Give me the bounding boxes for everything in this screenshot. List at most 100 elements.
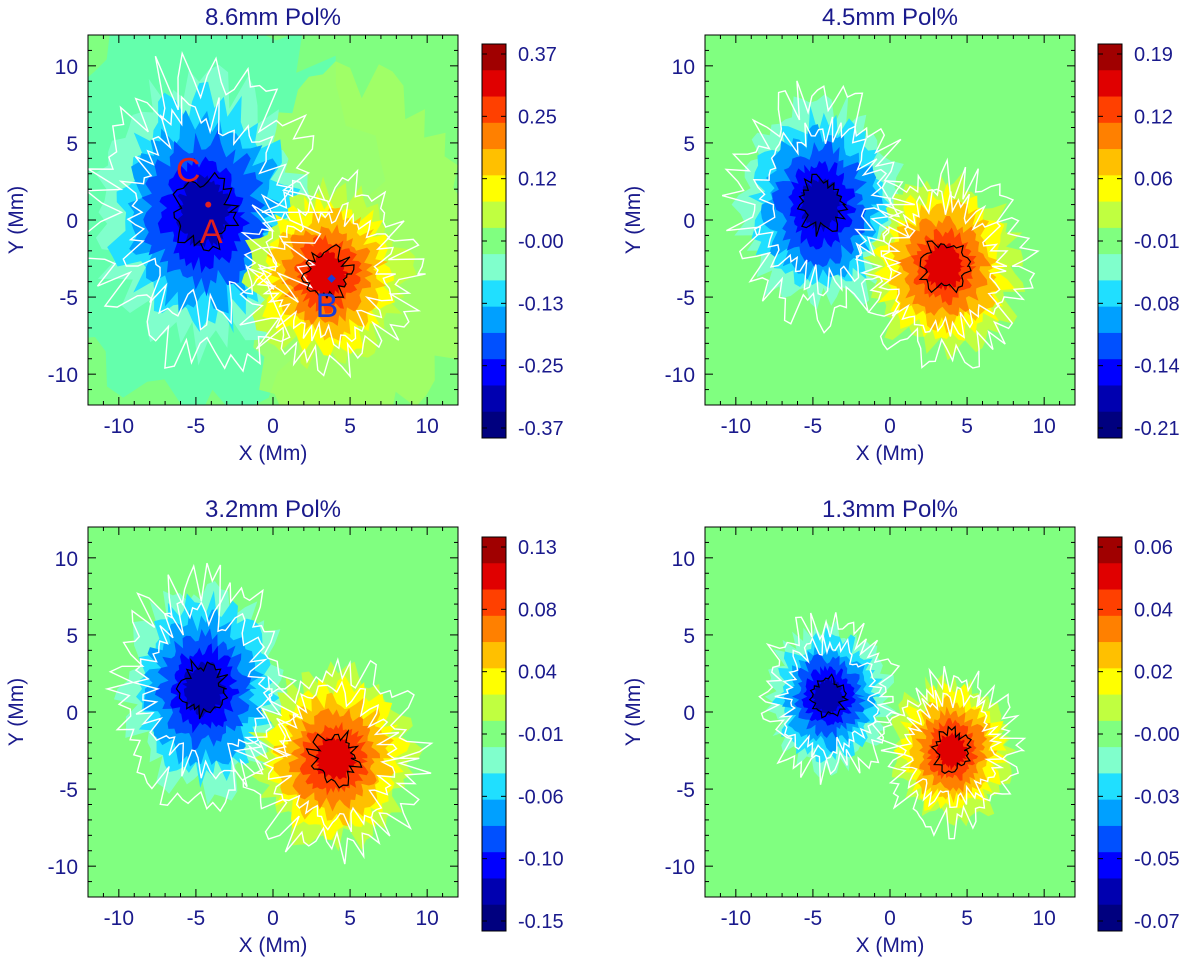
x-tick-label: 10: [1032, 415, 1055, 438]
colorbar-tick-label: -0.15: [518, 911, 564, 933]
colorbar-tick-label: 0.25: [518, 106, 557, 128]
colorbar-tick-label: -0.07: [1134, 911, 1180, 933]
colorbar-segment: [1098, 254, 1122, 281]
colorbar-tick-label: -0.06: [518, 786, 564, 808]
colorbar: 0.06 0.04 0.02 -0.00 -0.03 -0.05 -0.07: [1097, 536, 1180, 933]
y-tick-label: -10: [48, 364, 78, 387]
annotation-label-b: B: [316, 287, 339, 325]
x-tick-label: 5: [961, 415, 973, 438]
x-tick-label: -5: [187, 907, 206, 930]
contour-white-negative: [104, 562, 299, 813]
y-tick-label: 0: [66, 210, 78, 233]
x-tick-label: 5: [961, 907, 973, 930]
colorbar-segment: [1098, 122, 1122, 150]
colorbar-segment: [482, 852, 506, 879]
colorbar-segment: [482, 122, 506, 150]
contour-black-positive: [930, 725, 972, 775]
colorbar-segment: [482, 359, 506, 386]
x-tick-label: 10: [415, 415, 438, 438]
colorbar-segment: [1098, 878, 1122, 906]
colorbar-tick-label: 0.06: [1134, 169, 1173, 191]
contour-black-positive: [305, 729, 363, 789]
colorbar-tick-label: -0.13: [518, 293, 564, 315]
y-tick-label: 10: [55, 56, 78, 79]
y-tick-label: -10: [48, 856, 78, 879]
x-tick-label: -10: [104, 415, 134, 438]
annotation-label-c: C: [176, 151, 201, 189]
colorbar-tick-label: 0.04: [1134, 599, 1173, 621]
contour-black-positive: [918, 240, 972, 294]
contour-white-negative: [130, 600, 273, 780]
colorbar-segment: [482, 70, 506, 98]
colorbar-tick-label: 0.12: [518, 169, 557, 191]
y-tick-label: 0: [683, 702, 695, 725]
colorbar-segment: [1098, 306, 1122, 334]
y-tick-label: -5: [676, 779, 695, 802]
colorbar-segment: [1098, 615, 1122, 643]
colorbar-tick-label: 0.13: [518, 537, 557, 559]
x-axis-label: X (Mm): [856, 442, 925, 465]
colorbar-segment: [1098, 411, 1122, 439]
colorbar-segment: [482, 563, 506, 591]
y-tick-label: -5: [59, 779, 78, 802]
colorbar-tick-label: -0.05: [1134, 849, 1180, 871]
contour-white-negative: [758, 612, 902, 785]
x-axis-label: X (Mm): [856, 934, 925, 957]
colorbar-tick-label: 0.19: [1134, 44, 1173, 66]
positive-region-level-6: [935, 731, 969, 771]
x-tick-label: 0: [884, 415, 896, 438]
colorbar-segment: [482, 44, 506, 71]
colorbar-segment: [1098, 825, 1122, 853]
colorbar-segment: [482, 642, 506, 669]
contour-white-negative: [722, 80, 916, 334]
chart-panel-3: -10 -5 0 5 10 10 5 0 -5 -10 X (Mm) Y (Mm) 3.2mm Pol%…: [5, 496, 564, 957]
colorbar-tick-label: 0.08: [518, 599, 557, 621]
colorbar-segment: [1098, 773, 1122, 801]
colorbar-segment: [482, 201, 506, 229]
colorbar-segment: [1098, 799, 1122, 827]
x-tick-label: 10: [1032, 907, 1055, 930]
colorbar-segment: [1098, 668, 1122, 696]
x-tick-label: -5: [804, 415, 823, 438]
negative-region-level-6: [799, 175, 843, 233]
contour-white-positive: [896, 686, 1006, 809]
x-tick-label: -5: [804, 907, 823, 930]
contour-white-negative: [88, 50, 334, 373]
x-tick-label: 0: [267, 907, 279, 930]
colorbar-tick-label: -0.21: [1134, 418, 1180, 440]
positive-region-level-6: [305, 249, 348, 299]
chart-panel-4: -10 -5 0 5 10 10 5 0 -5 -10 X (Mm) Y (Mm) 1.3mm Pol%…: [622, 496, 1180, 957]
x-tick-label: 5: [344, 907, 356, 930]
y-tick-label: 10: [672, 548, 695, 571]
colorbar: 0.19 0.12 0.06 -0.01 -0.08 -0.14 -0.21: [1097, 43, 1180, 440]
colorbar-tick-label: -0.01: [518, 724, 564, 746]
colorbar-segment: [1098, 747, 1122, 774]
heatmap-field: [88, 35, 458, 405]
colorbar-segment: [482, 589, 506, 617]
colorbar-segment: [482, 537, 506, 564]
colorbar-segment: [1098, 563, 1122, 591]
colorbar-segment: [482, 306, 506, 334]
colorbar-segment: [1098, 96, 1122, 124]
chart-panel-1: -10 -5 0 5 10 10 5 0 -5 -10 X (Mm) Y (Mm) 8.6mm Pol%…: [5, 4, 564, 465]
colorbar-tick-label: -0.37: [518, 418, 564, 440]
y-tick-label: -5: [676, 287, 695, 310]
contour-white-positive: [256, 197, 396, 350]
colorbar-segment: [1098, 589, 1122, 617]
heatmap-field: [722, 80, 1040, 369]
colorbar-segment: [482, 254, 506, 281]
colorbar-tick-label: -0.03: [1134, 786, 1180, 808]
contour-white-positive: [876, 666, 1027, 840]
contour-white-positive: [233, 657, 434, 865]
colorbar-segment: [1098, 70, 1122, 98]
y-tick-label: -10: [665, 364, 695, 387]
colorbar-tick-label: -0.14: [1134, 356, 1180, 378]
colorbar-segment: [1098, 904, 1122, 932]
colorbar-segment: [482, 904, 506, 932]
x-tick-label: 0: [267, 415, 279, 438]
colorbar-tick-label: -0.00: [518, 231, 564, 253]
y-tick-label: -10: [665, 856, 695, 879]
contour-white-positive: [878, 188, 1009, 339]
negative-region-level-6: [181, 661, 226, 718]
